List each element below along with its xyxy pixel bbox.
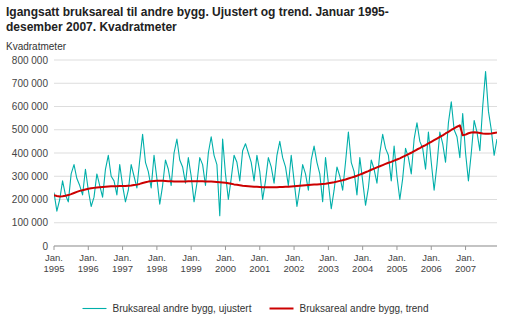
series-line — [54, 125, 497, 196]
grid-line — [54, 246, 497, 247]
x-tick — [431, 246, 432, 250]
x-tick — [362, 246, 363, 250]
legend-item: Bruksareal andre bygg, ujustert — [83, 303, 252, 314]
x-tick-label-line: 1997 — [112, 263, 133, 274]
x-tick-label-line: 2000 — [215, 263, 236, 274]
x-tick-label-line: Jan. — [148, 252, 166, 263]
x-tick-label-line: 2004 — [352, 263, 373, 274]
x-tick-label-line: Jan. — [422, 252, 440, 263]
x-tick-label-line: Jan. — [45, 252, 63, 263]
x-tick-label: Jan.1996 — [78, 252, 99, 274]
y-tick-labels: 0 100 000 200 000 300 000 400 000 500 000 600 … — [12, 55, 49, 252]
grid-line — [54, 106, 497, 107]
title: Igangsatt bruksareal til andre bygg. Uju… — [6, 5, 389, 34]
x-tick-label-line: 2006 — [421, 263, 442, 274]
legend-swatch — [270, 308, 294, 310]
x-tick — [396, 246, 397, 250]
series-line — [54, 72, 497, 216]
grid-line — [54, 60, 497, 61]
x-tick-label: Jan.2006 — [421, 252, 442, 274]
x-tick-label-line: 2007 — [455, 263, 476, 274]
x-tick-label-line: Jan. — [319, 252, 337, 263]
title-line: desember 2007. Kvadratmeter — [6, 20, 177, 34]
grid-line — [54, 83, 497, 84]
y-tick-label: 300 000 — [12, 171, 49, 182]
x-tick-label: Jan.2001 — [249, 252, 270, 274]
x-tick-label: Jan.2003 — [318, 252, 339, 274]
x-ticks: Jan.1995Jan.1996Jan.1997Jan.1998Jan.1999… — [43, 246, 476, 274]
x-tick — [294, 246, 295, 250]
x-tick-label: Jan.1998 — [146, 252, 167, 274]
x-tick-label-line: Jan. — [79, 252, 97, 263]
x-tick-label-line: 2001 — [249, 263, 270, 274]
legend: Bruksareal andre bygg, ujustert Bruksarea… — [83, 303, 429, 314]
legend-label: Bruksareal andre bygg, trend — [300, 303, 429, 314]
y-grid — [54, 60, 497, 246]
x-tick-label-line: Jan. — [457, 252, 475, 263]
x-tick-label-line: Jan. — [251, 252, 269, 263]
x-tick-label: Jan.2007 — [455, 252, 476, 274]
x-tick-label-line: 2003 — [318, 263, 339, 274]
x-tick-label: Jan.2002 — [284, 252, 305, 274]
x-tick — [328, 246, 329, 250]
x-tick-label: Jan.2004 — [352, 252, 373, 274]
x-tick-label: Jan.2000 — [215, 252, 236, 274]
x-tick-label: Jan.2005 — [386, 252, 407, 274]
legend-swatch — [83, 308, 107, 309]
x-tick-label-line: Jan. — [388, 252, 406, 263]
y-tick-label: 800 000 — [12, 55, 49, 66]
chart: Igangsatt bruksareal til andre bygg. Uju… — [0, 0, 511, 324]
x-tick-label-line: Jan. — [216, 252, 234, 263]
x-tick-label-line: Jan. — [285, 252, 303, 263]
x-tick-label-line: Jan. — [182, 252, 200, 263]
x-tick — [54, 246, 55, 250]
y-tick-label: 100 000 — [12, 217, 49, 228]
grid-line — [54, 199, 497, 200]
x-tick-label-line: Jan. — [114, 252, 132, 263]
x-tick-label: Jan.1999 — [181, 252, 202, 274]
x-tick-label-line: 1995 — [43, 263, 64, 274]
x-tick-label-line: 1999 — [181, 263, 202, 274]
y-axis-label: Kvadratmeter — [6, 41, 67, 52]
x-tick — [259, 246, 260, 250]
title-line: Igangsatt bruksareal til andre bygg. Uju… — [6, 5, 389, 19]
x-tick-label-line: 1996 — [78, 263, 99, 274]
x-tick — [156, 246, 157, 250]
y-tick-label: 0 — [42, 241, 48, 252]
legend-item: Bruksareal andre bygg, trend — [270, 303, 429, 314]
x-tick — [122, 246, 123, 250]
x-tick — [191, 246, 192, 250]
grid-line — [54, 222, 497, 223]
grid-line — [54, 176, 497, 177]
x-tick-label-line: 2002 — [284, 263, 305, 274]
series-lines — [54, 72, 497, 216]
grid-line — [54, 129, 497, 130]
y-tick-label: 600 000 — [12, 101, 49, 112]
y-tick-label: 700 000 — [12, 78, 49, 89]
y-tick-label: 400 000 — [12, 148, 49, 159]
x-tick-label-line: 1998 — [146, 263, 167, 274]
x-tick-label: Jan.1997 — [112, 252, 133, 274]
x-axis-line — [54, 246, 497, 247]
y-tick-label: 500 000 — [12, 124, 49, 135]
legend-label: Bruksareal andre bygg, ujustert — [113, 303, 252, 314]
x-tick-label-line: Jan. — [354, 252, 372, 263]
x-tick — [465, 246, 466, 250]
x-tick — [88, 246, 89, 250]
x-tick-label-line: 2005 — [386, 263, 407, 274]
y-tick-label: 200 000 — [12, 194, 49, 205]
x-tick-label: Jan.1995 — [43, 252, 64, 274]
x-tick — [225, 246, 226, 250]
